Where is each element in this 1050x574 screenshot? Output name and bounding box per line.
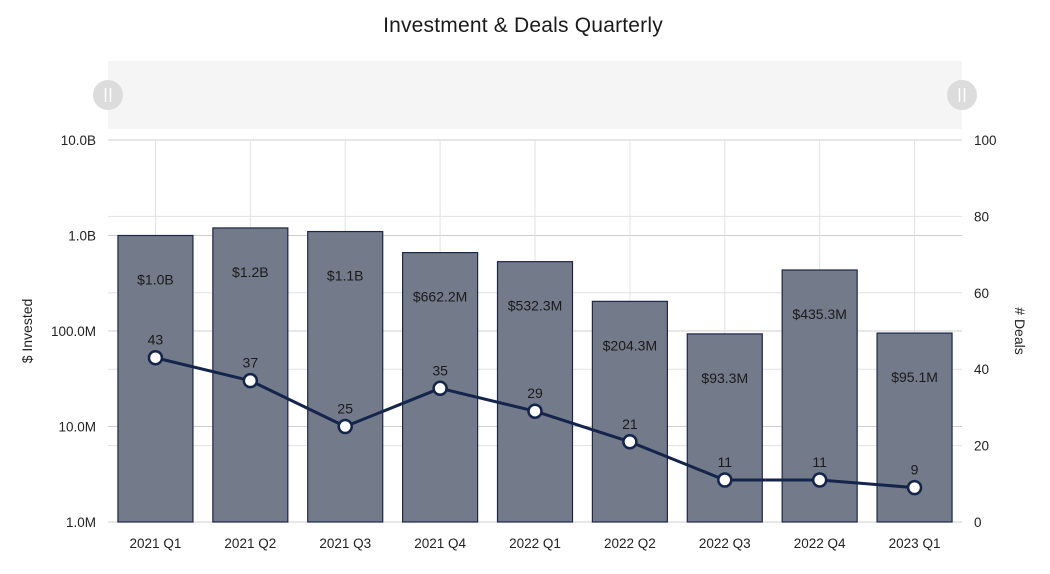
deals-value-label: 25: [337, 401, 353, 417]
bar-value-label: $1.1B: [327, 268, 364, 284]
deals-point: [717, 472, 733, 488]
x-tick-label: 2023 Q1: [889, 536, 941, 551]
bar-value-label: $1.2B: [232, 264, 269, 280]
bar-value-label: $435.3M: [792, 306, 846, 322]
bar-value-label: $532.3M: [508, 298, 562, 314]
deals-point: [147, 349, 164, 366]
y-left-tick-label: 1.0M: [66, 515, 96, 530]
deals-value-label: 11: [812, 454, 827, 470]
range-handle-knob: [947, 80, 977, 110]
y-right-tick-label: 60: [974, 286, 989, 301]
axes: 1.0M 10.0M 100.0M 1.0B 10.0B 0 20 40 60 80 100 2021…: [19, 133, 1028, 551]
range-selector[interactable]: [93, 61, 977, 129]
chart-title: Investment & Deals Quarterly: [383, 14, 663, 37]
range-selector-track: [108, 61, 962, 129]
y-left-tick-label: 10.0M: [58, 420, 96, 435]
y-right-tick-label: 0: [974, 515, 982, 530]
deals-point: [906, 479, 923, 496]
range-handle-left[interactable]: [93, 80, 123, 110]
deals-point: [527, 403, 543, 419]
bar-value-label: $1.0B: [137, 272, 174, 288]
y-left-tick-label: 100.0M: [51, 324, 96, 339]
bar-value-label: $93.3M: [701, 370, 748, 386]
y-right-tick-label: 20: [974, 439, 989, 454]
range-handle-knob: [93, 80, 123, 110]
bars: $1.0B $1.2B $1.1B $662.2M $532.3M $204.3M $93.…: [117, 227, 953, 523]
bar-value-label: $204.3M: [603, 337, 657, 353]
bar: [686, 333, 763, 523]
y-left-tick-label: 10.0B: [61, 133, 96, 148]
y-left-tick-label: 1.0B: [68, 229, 96, 244]
deals-value-label: 9: [911, 462, 919, 478]
y-right-tick-label: 100: [974, 133, 997, 148]
bar-value-label: $662.2M: [413, 289, 467, 305]
x-tick-label: 2022 Q3: [699, 536, 751, 551]
x-tick-label: 2022 Q4: [794, 536, 846, 551]
deals-value-label: 35: [432, 362, 448, 378]
deals-point: [337, 418, 353, 435]
bar: [117, 234, 194, 523]
deals-point: [242, 372, 259, 389]
bar: [496, 261, 574, 523]
x-tick-label: 2022 Q2: [604, 536, 656, 551]
deals-value-label: 43: [148, 332, 164, 348]
x-tick-label: 2021 Q1: [130, 536, 182, 551]
x-tick-label: 2021 Q3: [319, 536, 371, 551]
y-right-tick-label: 80: [974, 209, 989, 224]
deals-value-label: 21: [622, 416, 638, 432]
bar-value-label: $95.1M: [891, 369, 938, 385]
deals-point: [622, 434, 638, 450]
range-handle-right[interactable]: [947, 80, 977, 110]
bar: [591, 300, 668, 523]
deals-point: [811, 472, 828, 488]
bar: [307, 230, 384, 523]
deals-value-label: 37: [243, 355, 259, 371]
y-left-axis-title: $ Invested: [19, 299, 35, 364]
x-tick-label: 2021 Q4: [414, 536, 466, 551]
y-right-tick-label: 40: [974, 362, 989, 377]
deals-value-label: 29: [527, 385, 543, 401]
deals-value-label: 11: [718, 454, 733, 470]
deals-line: 43 37 25 35 29 21 11 11 9: [147, 332, 923, 496]
y-right-axis-title: # Deals: [1012, 307, 1028, 354]
x-tick-label: 2021 Q2: [224, 536, 276, 551]
deals-point: [432, 380, 448, 397]
x-tick-label: 2022 Q1: [509, 536, 561, 551]
